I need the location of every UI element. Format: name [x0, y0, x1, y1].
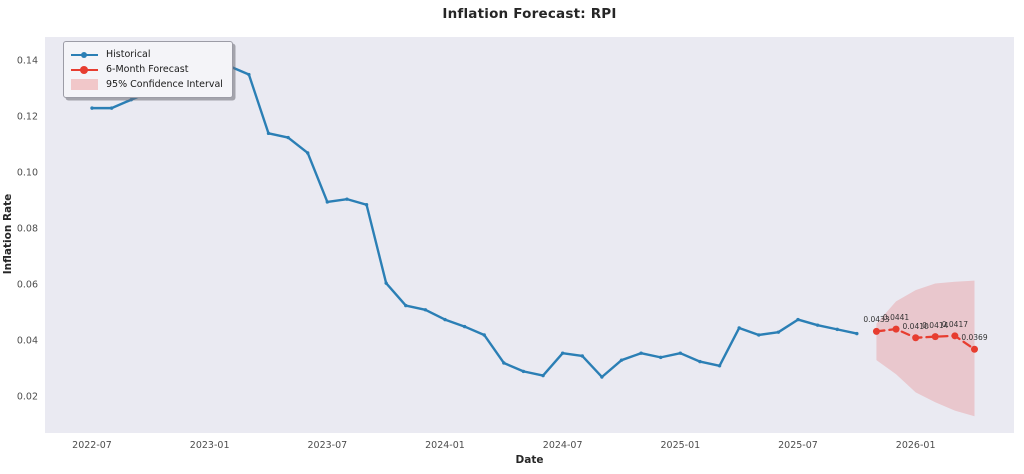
historical-point — [482, 333, 486, 337]
historical-point — [502, 361, 506, 365]
historical-point — [678, 351, 683, 355]
legend-item-forecast: 6-Month Forecast — [71, 62, 223, 77]
forecast-line-icon — [71, 64, 98, 75]
historical-point — [325, 200, 330, 204]
historical-line — [90, 64, 859, 379]
historical-point — [835, 327, 839, 332]
forecast-point — [892, 325, 900, 333]
forecast-point — [970, 345, 978, 353]
forecast-point — [931, 333, 939, 341]
historical-point — [286, 135, 290, 140]
historical-point — [306, 151, 310, 155]
x-tick-label: 2022-07 — [72, 440, 112, 451]
forecast-point — [872, 327, 880, 335]
historical-point — [698, 359, 702, 364]
historical-point — [345, 197, 349, 201]
y-tick-label: 0.02 — [16, 391, 38, 403]
x-tick-label: 2024-07 — [542, 440, 583, 451]
y-tick-label: 0.06 — [16, 279, 38, 291]
x-tick-label: 2024-01 — [425, 440, 465, 451]
legend-label-forecast: 6-Month Forecast — [106, 64, 189, 75]
y-tick-label: 0.10 — [16, 167, 38, 179]
historical-point — [580, 354, 584, 358]
forecast-value-annotation: 0.0433 — [863, 315, 890, 325]
confidence-band — [876, 280, 975, 417]
x-tick-label: 2023-01 — [189, 440, 230, 451]
historical-point — [404, 303, 408, 308]
y-tick-label: 0.12 — [16, 111, 38, 123]
historical-point — [541, 373, 545, 378]
forecast-point — [951, 332, 959, 340]
y-axis-label: Inflation Rate — [2, 193, 14, 275]
confidence-band-icon — [71, 79, 98, 90]
y-tick-label: 0.08 — [16, 223, 38, 235]
historical-point — [521, 369, 526, 374]
historical-point — [109, 106, 114, 110]
chart-title: Inflation Forecast: RPI — [442, 6, 617, 22]
historical-point — [364, 203, 369, 207]
historical-point — [129, 98, 133, 102]
legend-label-historical: Historical — [106, 49, 151, 60]
historical-point — [639, 351, 643, 355]
historical-point — [266, 131, 271, 136]
historical-point — [659, 355, 663, 360]
historical-point — [600, 375, 604, 379]
x-axis-label: Date — [515, 454, 544, 466]
historical-point — [247, 72, 251, 77]
historical-line-icon — [71, 49, 98, 60]
y-tick-label: 0.04 — [16, 335, 38, 347]
historical-point — [815, 323, 820, 327]
historical-point — [384, 281, 388, 285]
legend-item-historical: Historical — [71, 47, 223, 62]
historical-point — [737, 326, 741, 330]
plot-area — [45, 37, 1014, 433]
forecast-value-annotation: 0.0441 — [882, 313, 910, 323]
historical-point — [776, 330, 781, 334]
legend: Historical 6-Month Forecast 95% Confiden… — [63, 41, 233, 98]
x-tick-label: 2026-01 — [895, 440, 936, 451]
legend-item-confidence: 95% Confidence Interval — [71, 77, 223, 92]
historical-point — [757, 333, 761, 337]
historical-point — [423, 308, 428, 312]
historical-point — [619, 358, 624, 362]
x-tick-label: 2023-07 — [307, 440, 348, 451]
y-tick-label: 0.14 — [16, 55, 38, 67]
forecast-value-annotation: 0.0410 — [902, 321, 929, 331]
historical-point — [462, 324, 467, 329]
x-tick-label: 2025-01 — [660, 440, 701, 451]
legend-label-confidence: 95% Confidence Interval — [106, 79, 223, 90]
historical-point — [443, 317, 447, 322]
x-tick-label: 2025-07 — [778, 440, 818, 451]
historical-point — [717, 364, 722, 368]
forecast-value-annotation: 0.0369 — [961, 333, 988, 343]
historical-point — [855, 331, 859, 336]
forecast-point — [912, 334, 920, 342]
forecast-value-annotation: 0.0414 — [922, 320, 949, 330]
forecast-value-annotation: 0.0417 — [941, 319, 968, 329]
historical-point — [796, 317, 800, 322]
historical-point — [560, 351, 565, 355]
historical-point — [90, 106, 94, 110]
